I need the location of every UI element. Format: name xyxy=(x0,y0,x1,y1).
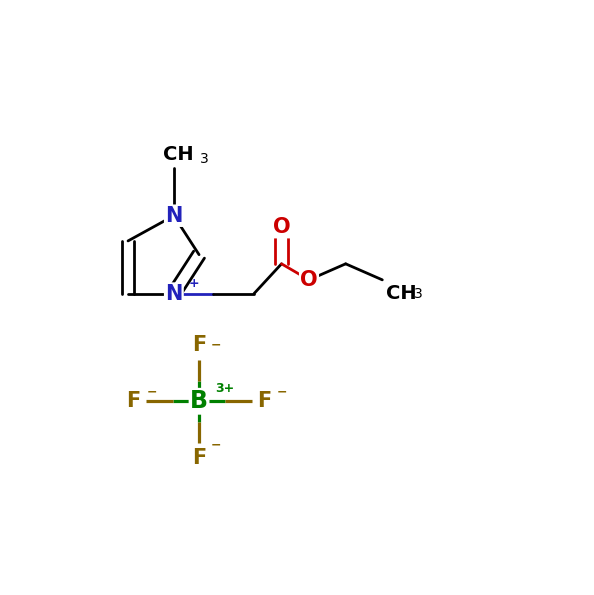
Text: O: O xyxy=(273,217,290,237)
Text: −: − xyxy=(211,439,222,452)
Text: 3: 3 xyxy=(413,287,422,301)
Text: F: F xyxy=(192,448,206,468)
Text: B: B xyxy=(190,389,208,414)
Text: −: − xyxy=(211,339,222,352)
Text: F: F xyxy=(257,392,271,411)
Text: F: F xyxy=(192,334,206,355)
Text: O: O xyxy=(300,270,318,290)
Text: N: N xyxy=(165,284,182,303)
Text: 3: 3 xyxy=(200,152,208,166)
Text: N: N xyxy=(165,206,182,226)
Text: CH: CH xyxy=(386,284,416,302)
Text: −: − xyxy=(146,386,157,399)
Text: −: − xyxy=(276,386,287,399)
Text: F: F xyxy=(127,392,141,411)
Text: 3+: 3+ xyxy=(216,382,235,395)
Text: +: + xyxy=(188,277,199,290)
Text: CH: CH xyxy=(163,145,194,164)
